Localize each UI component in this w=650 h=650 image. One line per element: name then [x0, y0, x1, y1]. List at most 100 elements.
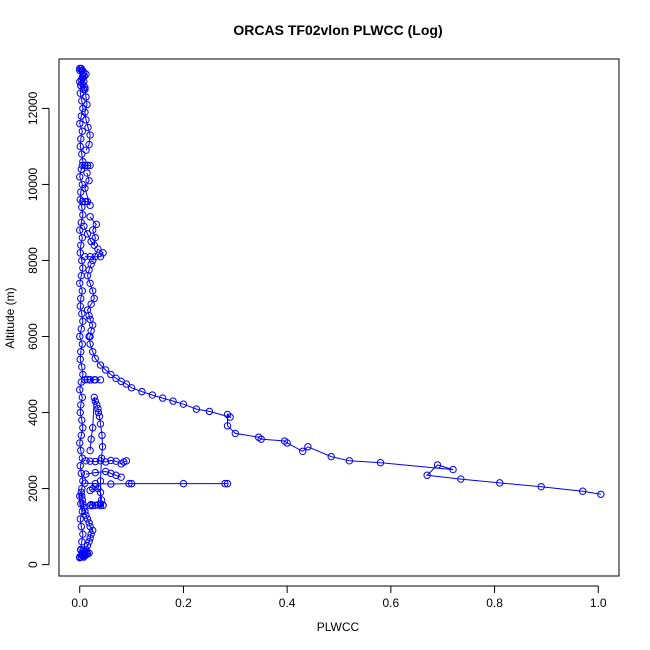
- data-point: [83, 515, 92, 523]
- data-point: [96, 420, 105, 428]
- data-point: [89, 348, 97, 356]
- data-point: [77, 294, 85, 303]
- data-point: [79, 157, 87, 166]
- data-point: [280, 437, 289, 445]
- data-point: [179, 400, 188, 408]
- data-point: [77, 546, 85, 554]
- data-point: [86, 213, 94, 221]
- data-point: [77, 135, 85, 143]
- data-point: [99, 501, 107, 509]
- data-point: [83, 161, 92, 170]
- y-tick-label: 12000: [26, 91, 40, 125]
- x-tick-label: 0.6: [383, 596, 400, 610]
- data-point: [77, 500, 85, 508]
- data-point: [79, 264, 87, 272]
- data-point: [86, 486, 94, 495]
- data-point: [93, 401, 101, 409]
- data-point: [94, 408, 103, 417]
- data-point: [85, 519, 93, 527]
- y-tick-label: 8000: [26, 247, 40, 274]
- data-point: [78, 454, 87, 462]
- data-point: [78, 538, 86, 546]
- data-point: [449, 465, 457, 474]
- data-point: [221, 479, 229, 488]
- data-point: [79, 530, 87, 538]
- data-point: [223, 410, 232, 419]
- data-point: [86, 161, 94, 170]
- data-point: [223, 479, 232, 488]
- data-point: [78, 551, 86, 559]
- data-point: [76, 64, 84, 73]
- series-line: [88, 336, 601, 495]
- data-point: [77, 469, 85, 478]
- data-point: [159, 394, 167, 402]
- x-tick-label: 0.0: [71, 596, 88, 610]
- data-point: [85, 140, 93, 149]
- series-line: [86, 264, 95, 337]
- data-point: [82, 70, 90, 78]
- data-point: [77, 112, 85, 120]
- x-tick-label: 0.2: [175, 596, 192, 610]
- data-point: [86, 201, 94, 210]
- data-point: [76, 142, 84, 151]
- data-point: [127, 384, 136, 392]
- data-point: [78, 66, 86, 75]
- data-point: [86, 457, 94, 465]
- data-point: [148, 391, 157, 399]
- data-point: [91, 233, 99, 242]
- data-point: [78, 492, 86, 500]
- plot-frame: [58, 58, 620, 577]
- data-point: [77, 431, 85, 440]
- data-point: [78, 197, 87, 206]
- data-point: [83, 169, 91, 177]
- y-axis: 0 2000 4000 6000 8000 10000 12000: [26, 91, 50, 568]
- data-point: [87, 435, 95, 443]
- data-point: [76, 515, 84, 523]
- data-point: [86, 534, 94, 542]
- data-point: [78, 496, 87, 504]
- data-point: [86, 315, 94, 324]
- data-point: [192, 405, 201, 413]
- data-point: [83, 197, 92, 206]
- data-point: [101, 458, 110, 466]
- data-point: [433, 461, 442, 469]
- data-point: [107, 480, 115, 488]
- y-tick-label: 6000: [26, 323, 40, 350]
- data-point: [86, 131, 94, 139]
- data-point: [91, 501, 99, 509]
- data-point: [205, 407, 214, 416]
- data-point: [304, 443, 312, 451]
- y-tick-label: 0: [26, 561, 40, 568]
- data-point: [85, 176, 93, 185]
- data-point: [78, 363, 86, 371]
- series-line: [84, 248, 104, 261]
- data-point: [96, 477, 105, 485]
- data-point: [84, 123, 92, 132]
- data-point: [77, 271, 85, 280]
- data-point: [99, 249, 107, 257]
- data-point: [82, 116, 90, 124]
- data-point: [82, 146, 90, 154]
- data-point: [327, 452, 335, 461]
- data-point: [79, 211, 87, 219]
- data-point: [579, 487, 587, 495]
- data-point: [86, 446, 94, 455]
- data-point: [299, 447, 307, 456]
- data-point: [457, 475, 465, 483]
- data-point: [76, 173, 84, 181]
- series-line: [79, 67, 87, 90]
- data-point: [345, 457, 354, 465]
- x-tick-label: 0.8: [486, 596, 503, 610]
- data-point: [91, 354, 99, 363]
- data-point: [86, 252, 94, 261]
- data-point: [79, 424, 87, 432]
- data-point: [86, 522, 94, 531]
- data-point: [101, 467, 110, 476]
- data-point: [78, 393, 87, 402]
- data-point: [77, 165, 85, 173]
- data-point: [77, 378, 85, 386]
- data-point: [223, 422, 232, 430]
- series-line: [85, 459, 127, 465]
- data-point: [376, 459, 385, 467]
